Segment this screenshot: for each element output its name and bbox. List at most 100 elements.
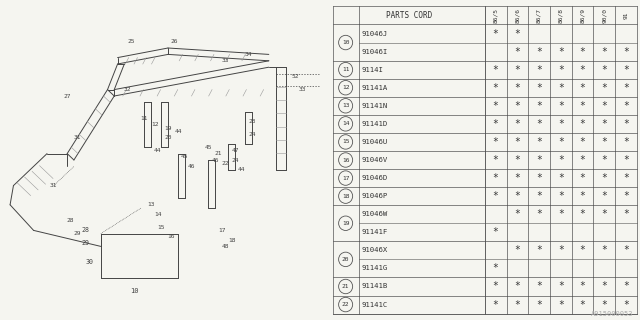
Text: 29: 29 [82,240,90,246]
Text: *: * [623,137,629,147]
Text: 16: 16 [168,234,175,239]
Text: *: * [623,245,629,255]
Text: 91141F: 91141F [362,229,388,235]
Text: *: * [623,47,629,57]
Text: 91046D: 91046D [362,175,388,181]
Text: *: * [536,173,542,183]
Text: 10: 10 [130,288,139,294]
Text: *: * [536,155,542,165]
Text: *: * [623,173,629,183]
Text: *: * [536,119,542,129]
Text: 32: 32 [124,87,131,92]
Text: 22: 22 [221,161,229,166]
Text: 44: 44 [238,167,246,172]
Text: 24: 24 [232,157,239,163]
Text: *: * [623,209,629,219]
Text: 47: 47 [232,148,239,153]
Text: 44: 44 [174,129,182,134]
Text: 20: 20 [342,257,349,262]
Text: *: * [623,119,629,129]
Text: *: * [515,137,520,147]
Text: 91141D: 91141D [362,121,388,127]
Text: *: * [602,209,607,219]
Text: *: * [558,173,564,183]
Text: *: * [493,227,499,237]
Text: 31: 31 [50,183,58,188]
Text: *: * [536,47,542,57]
Text: 91141N: 91141N [362,103,388,109]
Text: 28: 28 [67,218,74,223]
Text: 86/5: 86/5 [493,8,498,23]
Text: 26: 26 [171,39,179,44]
Text: 91046I: 91046I [362,49,388,55]
Text: 27: 27 [63,93,71,99]
Text: 45: 45 [181,154,189,159]
Text: 86/8: 86/8 [558,8,563,23]
Text: 20: 20 [164,135,172,140]
Text: *: * [580,83,586,93]
Text: 17: 17 [342,176,349,180]
Text: *: * [515,83,520,93]
Text: 23: 23 [248,119,256,124]
Text: 29: 29 [74,231,81,236]
Text: 46: 46 [188,164,195,169]
Text: *: * [515,155,520,165]
Text: 91046V: 91046V [362,157,388,163]
Text: *: * [602,101,607,111]
Text: *: * [602,173,607,183]
Text: *: * [536,137,542,147]
Text: *: * [623,191,629,201]
Text: *: * [580,191,586,201]
Text: 13: 13 [147,202,155,207]
Text: 91046P: 91046P [362,193,388,199]
Text: 11: 11 [342,67,349,72]
Text: A915000053: A915000053 [591,311,634,317]
Text: 33: 33 [299,87,306,92]
Text: 14: 14 [342,121,349,126]
Text: *: * [558,119,564,129]
Text: *: * [602,300,607,309]
Text: 16: 16 [342,157,349,163]
Text: 25: 25 [127,39,135,44]
Text: 52: 52 [292,74,300,79]
Text: *: * [580,209,586,219]
Text: *: * [493,300,499,309]
Text: 10: 10 [342,40,349,45]
Text: *: * [493,101,499,111]
Text: *: * [558,300,564,309]
Text: *: * [602,155,607,165]
Text: *: * [515,209,520,219]
Text: *: * [558,83,564,93]
Text: 17: 17 [218,228,225,233]
Text: *: * [580,119,586,129]
Text: *: * [558,209,564,219]
Text: *: * [515,191,520,201]
Text: 90/0: 90/0 [602,8,607,23]
Text: *: * [602,282,607,292]
Text: 91046W: 91046W [362,211,388,217]
Text: *: * [623,65,629,75]
Text: PARTS CORD: PARTS CORD [386,11,432,20]
Text: *: * [536,282,542,292]
Text: *: * [493,191,499,201]
Text: *: * [623,300,629,309]
Text: 34: 34 [245,52,252,57]
Text: 86/9: 86/9 [580,8,585,23]
Text: *: * [558,47,564,57]
Text: *: * [515,65,520,75]
Text: *: * [515,47,520,57]
Text: 19: 19 [164,125,172,131]
Text: 21: 21 [214,151,222,156]
Text: *: * [493,173,499,183]
Text: *: * [536,245,542,255]
Text: *: * [515,173,520,183]
Text: 91046X: 91046X [362,247,388,253]
Text: *: * [558,137,564,147]
Text: *: * [536,65,542,75]
Text: *: * [602,137,607,147]
Text: *: * [602,83,607,93]
Text: *: * [602,65,607,75]
Text: *: * [493,119,499,129]
Text: 15: 15 [342,140,349,144]
Text: *: * [602,119,607,129]
